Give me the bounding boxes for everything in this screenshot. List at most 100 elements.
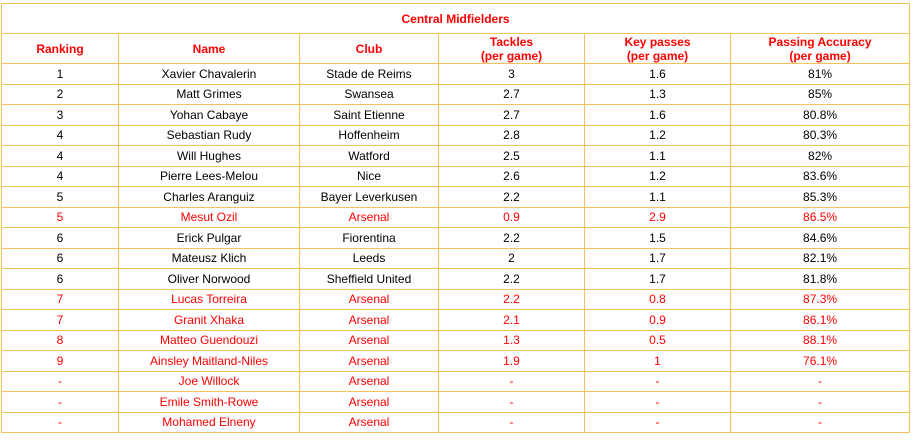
club-cell: Nice: [299, 165, 439, 187]
player-name-cell: Yohan Cabaye: [118, 104, 300, 126]
club-cell: Bayer Leverkusen: [299, 186, 439, 208]
club-cell: Stade de Reims: [299, 63, 439, 85]
player-name-cell: Oliver Norwood: [118, 268, 300, 290]
table-row: 5 Charles Aranguiz Bayer Leverkusen 2.2 1.1 8…: [1, 186, 911, 208]
table-body: 1 Xavier Chavalerin Stade de Reims 3 1.6 81% 2…: [1, 63, 911, 433]
key-passes-cell: -: [584, 391, 731, 413]
club-cell: Arsenal: [299, 206, 439, 228]
column-header-label: Name: [192, 41, 226, 56]
ranking-cell: 4: [1, 145, 119, 167]
ranking-cell: 6: [1, 227, 119, 249]
column-header-label: Passing Accuracy: [768, 34, 872, 49]
key-passes-cell: 1.1: [584, 186, 731, 208]
tackles-cell: 1.3: [438, 329, 585, 351]
passing-accuracy-cell: 83.6%: [729, 165, 911, 187]
key-passes-cell: 1.2: [584, 165, 731, 187]
table-row: 6 Oliver Norwood Sheffield United 2.2 1.7 81.…: [1, 268, 911, 290]
table-row: 4 Pierre Lees-Melou Nice 2.6 1.2 83.6%: [1, 165, 911, 187]
tackles-cell: 2.2: [438, 288, 585, 310]
tackles-cell: 2: [438, 247, 585, 269]
club-cell: Arsenal: [299, 309, 439, 331]
player-name-cell: Charles Aranguiz: [118, 186, 300, 208]
table-row: 1 Xavier Chavalerin Stade de Reims 3 1.6 81%: [1, 63, 911, 85]
passing-accuracy-cell: 82%: [729, 145, 911, 167]
tackles-cell: -: [438, 391, 585, 413]
column-header-passing-accuracy: Passing Accuracy (per game): [729, 33, 911, 64]
tackles-cell: 2.8: [438, 124, 585, 146]
passing-accuracy-cell: -: [729, 391, 911, 413]
passing-accuracy-cell: 84.6%: [729, 227, 911, 249]
ranking-cell: 5: [1, 206, 119, 228]
player-name-cell: Erick Pulgar: [118, 227, 300, 249]
key-passes-cell: 1.6: [584, 63, 731, 85]
tackles-cell: 3: [438, 63, 585, 85]
column-header-sublabel: (per game): [789, 48, 851, 63]
key-passes-cell: -: [584, 411, 731, 433]
ranking-cell: -: [1, 391, 119, 413]
passing-accuracy-cell: 85.3%: [729, 186, 911, 208]
ranking-cell: 4: [1, 124, 119, 146]
table-row: 4 Sebastian Rudy Hoffenheim 2.8 1.2 80.3%: [1, 124, 911, 146]
table-row: 4 Will Hughes Watford 2.5 1.1 82%: [1, 145, 911, 167]
club-cell: Watford: [299, 145, 439, 167]
club-cell: Arsenal: [299, 350, 439, 372]
column-header-label: Tackles: [489, 34, 534, 49]
club-cell: Fiorentina: [299, 227, 439, 249]
ranking-cell: 1: [1, 63, 119, 85]
column-header-tackles: Tackles (per game): [438, 33, 585, 64]
passing-accuracy-cell: -: [729, 411, 911, 433]
table-title: Central Midfielders: [0, 3, 911, 34]
club-cell: Saint Etienne: [299, 104, 439, 126]
passing-accuracy-cell: -: [729, 370, 911, 392]
club-cell: Arsenal: [299, 391, 439, 413]
club-cell: Arsenal: [299, 411, 439, 433]
ranking-cell: 7: [1, 309, 119, 331]
player-name-cell: Joe Willock: [118, 370, 300, 392]
table-row: 6 Mateusz Klich Leeds 2 1.7 82.1%: [1, 247, 911, 269]
key-passes-cell: 1.7: [584, 247, 731, 269]
table-row: 6 Erick Pulgar Fiorentina 2.2 1.5 84.6%: [1, 227, 911, 249]
passing-accuracy-cell: 86.5%: [729, 206, 911, 228]
table-row: 2 Matt Grimes Swansea 2.7 1.3 85%: [1, 83, 911, 105]
player-name-cell: Mohamed Elneny: [118, 411, 300, 433]
passing-accuracy-cell: 88.1%: [729, 329, 911, 351]
tackles-cell: -: [438, 370, 585, 392]
tackles-cell: 2.2: [438, 227, 585, 249]
ranking-cell: 2: [1, 83, 119, 105]
key-passes-cell: 1.3: [584, 83, 731, 105]
column-header-name: Name: [118, 33, 300, 64]
passing-accuracy-cell: 80.3%: [729, 124, 911, 146]
player-name-cell: Emile Smith-Rowe: [118, 391, 300, 413]
player-name-cell: Ainsley Maitland-Niles: [118, 350, 300, 372]
tackles-cell: 2.7: [438, 83, 585, 105]
table-row: - Mohamed Elneny Arsenal - - -: [1, 411, 911, 433]
tackles-cell: 0.9: [438, 206, 585, 228]
passing-accuracy-cell: 85%: [729, 83, 911, 105]
club-cell: Sheffield United: [299, 268, 439, 290]
tackles-cell: 2.2: [438, 268, 585, 290]
column-header-label: Club: [355, 41, 383, 56]
column-header-ranking: Ranking: [1, 33, 119, 64]
tackles-cell: 2.5: [438, 145, 585, 167]
ranking-cell: -: [1, 370, 119, 392]
tackles-cell: 1.9: [438, 350, 585, 372]
key-passes-cell: 2.9: [584, 206, 731, 228]
tackles-cell: 2.6: [438, 165, 585, 187]
club-cell: Arsenal: [299, 288, 439, 310]
club-cell: Arsenal: [299, 370, 439, 392]
column-header-label: Ranking: [36, 41, 84, 56]
key-passes-cell: 0.5: [584, 329, 731, 351]
key-passes-cell: 1.7: [584, 268, 731, 290]
ranking-cell: 4: [1, 165, 119, 187]
passing-accuracy-cell: 80.8%: [729, 104, 911, 126]
table-row: 9 Ainsley Maitland-Niles Arsenal 1.9 1 76.1%: [1, 350, 911, 372]
passing-accuracy-cell: 87.3%: [729, 288, 911, 310]
tackles-cell: 2.7: [438, 104, 585, 126]
table-row: 7 Lucas Torreira Arsenal 2.2 0.8 87.3%: [1, 288, 911, 310]
ranking-cell: -: [1, 411, 119, 433]
column-header-club: Club: [299, 33, 439, 64]
player-name-cell: Will Hughes: [118, 145, 300, 167]
key-passes-cell: 1.6: [584, 104, 731, 126]
player-name-cell: Granit Xhaka: [118, 309, 300, 331]
ranking-cell: 3: [1, 104, 119, 126]
